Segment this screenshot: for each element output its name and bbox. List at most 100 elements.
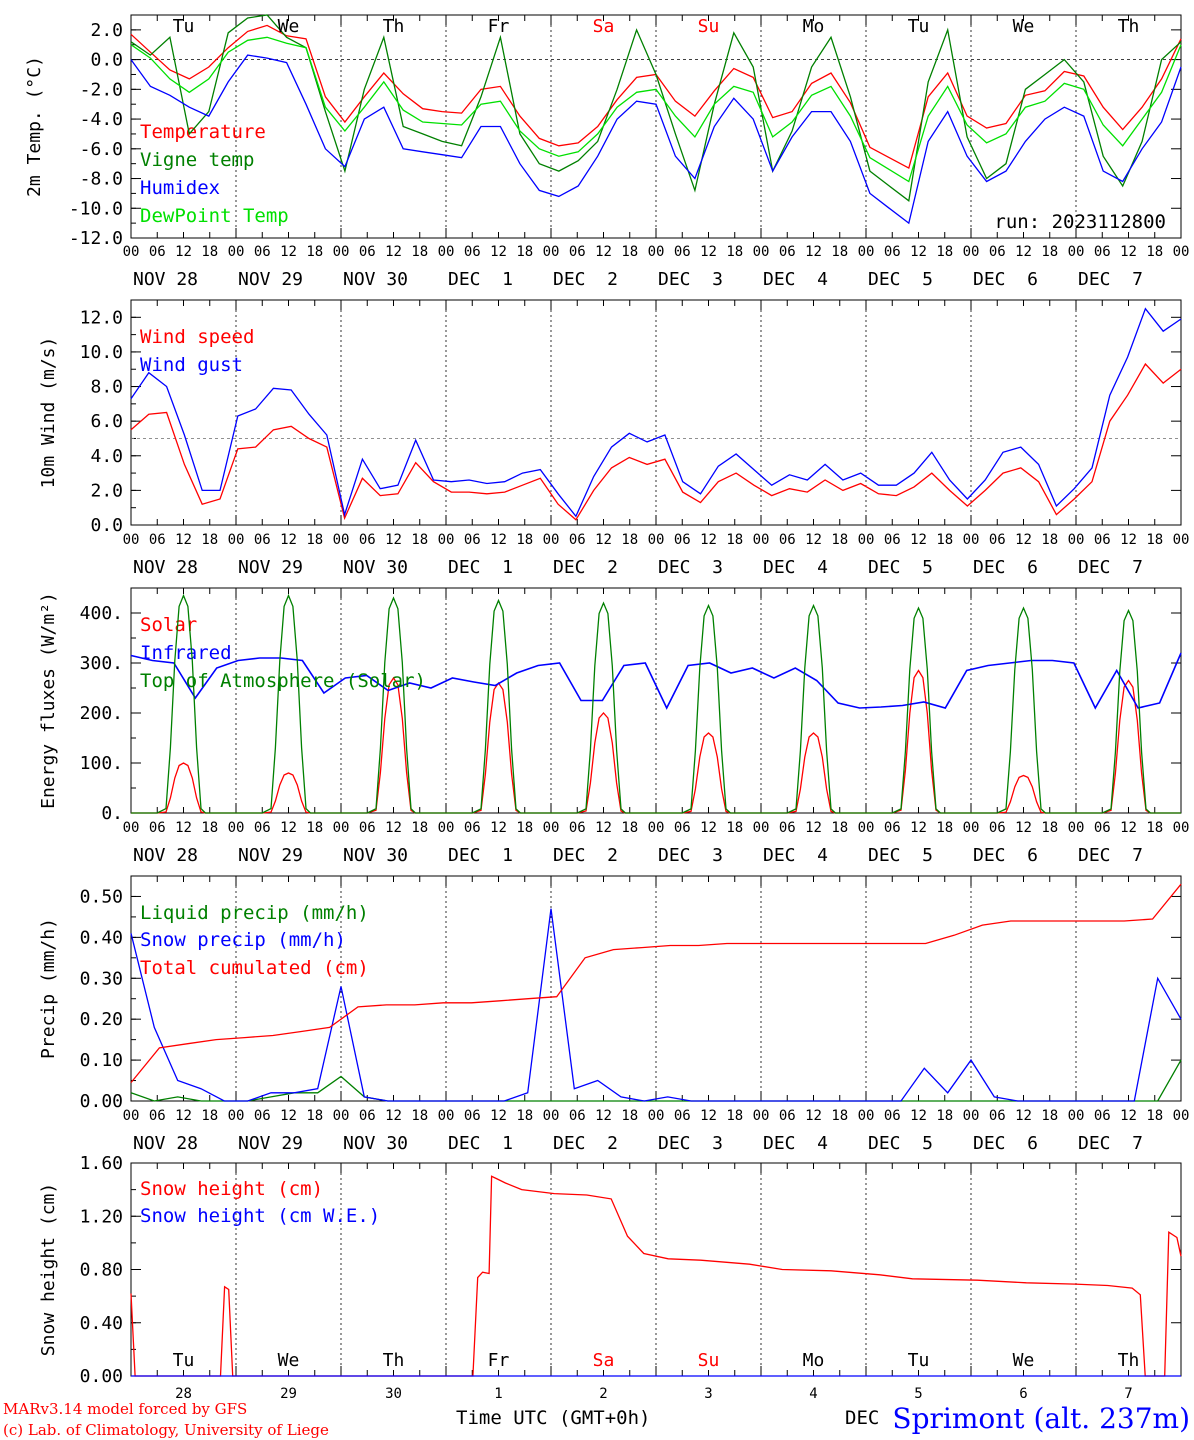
- hour-tick-label: 06: [989, 1108, 1006, 1124]
- hour-tick-label: 18: [411, 532, 428, 548]
- energy-flux-panel: 400. 300. 200. 100. 0. Energy fluxes (W/m²) So…: [38, 587, 1189, 866]
- hour-tick-label: 18: [411, 244, 428, 260]
- hour-tick-label: 00: [963, 820, 980, 836]
- date-label: DEC 1: [448, 557, 513, 578]
- weekday-label: Th: [1118, 1350, 1140, 1371]
- day-number-label: 30: [385, 1386, 402, 1402]
- date-label: DEC 6: [973, 557, 1038, 578]
- day-number-label: 2: [599, 1386, 607, 1402]
- date-label: NOV 28: [133, 557, 198, 578]
- hour-tick-label: 06: [1094, 1108, 1111, 1124]
- hour-tick-label: 00: [228, 1108, 245, 1124]
- hour-tick-label: 18: [1146, 820, 1163, 836]
- date-label: DEC 2: [553, 557, 618, 578]
- hour-tick-label: 00: [1173, 244, 1190, 260]
- day-number-label: 5: [914, 1386, 922, 1402]
- legend-entry: Humidex: [140, 177, 220, 199]
- date-label: DEC 7: [1078, 269, 1143, 290]
- hour-tick-label: 06: [1094, 820, 1111, 836]
- y-tick-label: 2.0: [90, 480, 123, 501]
- hour-tick-label: 18: [516, 244, 533, 260]
- hour-tick-label: 12: [595, 532, 612, 548]
- legend-entry: Wind speed: [140, 326, 254, 348]
- series-line-wind-gust: [130, 307, 1182, 518]
- hour-tick-label: 00: [648, 820, 665, 836]
- hour-tick-label: 06: [569, 244, 586, 260]
- hour-tick-label: 18: [1041, 244, 1058, 260]
- hour-tick-label: 18: [306, 1108, 323, 1124]
- hour-tick-label: 12: [1015, 244, 1032, 260]
- hour-tick-label: 18: [1146, 532, 1163, 548]
- date-label: DEC 5: [868, 269, 933, 290]
- hour-tick-label: 18: [831, 820, 848, 836]
- hour-tick-label: 06: [569, 820, 586, 836]
- y-axis-label: 10m Wind (m/s): [38, 337, 59, 489]
- hour-tick-label: 12: [910, 244, 927, 260]
- hour-tick-label: 12: [805, 1108, 822, 1124]
- hour-tick-label: 06: [779, 1108, 796, 1124]
- hour-tick-label: 12: [1120, 244, 1137, 260]
- hour-tick-label: 06: [1094, 532, 1111, 548]
- hour-tick-label: 00: [228, 532, 245, 548]
- weekday-label: Sa: [593, 16, 615, 37]
- legend-entry: Snow height (cm): [140, 1178, 323, 1200]
- hour-tick-label: 12: [490, 820, 507, 836]
- hour-tick-label: 18: [831, 1108, 848, 1124]
- series-line-top-of-atmosphere-solar: [131, 593, 1181, 814]
- day-number-label: 3: [704, 1386, 712, 1402]
- date-label: DEC 4: [763, 845, 828, 866]
- y-tick-label: 300.: [80, 653, 123, 674]
- date-label: DEC 2: [553, 1133, 618, 1154]
- hour-tick-label: 12: [1120, 532, 1137, 548]
- hour-tick-label: 12: [385, 244, 402, 260]
- hour-tick-label: 18: [516, 820, 533, 836]
- hour-tick-label: 12: [385, 532, 402, 548]
- hour-tick-label: 00: [858, 1108, 875, 1124]
- date-label: NOV 28: [133, 269, 198, 290]
- hour-tick-label: 00: [648, 532, 665, 548]
- hour-tick-label: 12: [175, 244, 192, 260]
- hour-tick-label: 00: [123, 244, 140, 260]
- hour-tick-label: 00: [543, 532, 560, 548]
- hour-tick-label: 00: [333, 532, 350, 548]
- credit-line-1: MARv3.14 model forced by GFS: [3, 1400, 247, 1418]
- wind-panel: 12.0 10.0 8.0 6.0 4.0 2.0 0.0 10m Wind (m/s) Win…: [38, 299, 1189, 578]
- hour-tick-label: 12: [595, 244, 612, 260]
- date-label: NOV 28: [133, 845, 198, 866]
- hour-tick-label: 18: [201, 1108, 218, 1124]
- y-tick-label: 2.0: [90, 20, 123, 41]
- date-label: DEC 5: [868, 845, 933, 866]
- date-label: DEC 4: [763, 269, 828, 290]
- hour-tick-label: 00: [438, 1108, 455, 1124]
- hour-tick-label: 06: [674, 244, 691, 260]
- y-tick-label: -8.0: [80, 169, 123, 190]
- y-tick-label: 200.: [80, 703, 123, 724]
- legend-entry: DewPoint Temp: [140, 205, 289, 227]
- weekday-label: Fr: [488, 16, 510, 37]
- hour-tick-label: 00: [648, 1108, 665, 1124]
- hour-tick-label: 12: [700, 820, 717, 836]
- y-tick-label: 100.: [80, 753, 123, 774]
- y-tick-label: 0.40: [80, 927, 123, 948]
- hour-tick-label: 06: [464, 1108, 481, 1124]
- hour-tick-label: 18: [1041, 820, 1058, 836]
- series-line-snow-precip-mm-h: [130, 908, 1182, 1102]
- weekday-label: Th: [383, 1350, 405, 1371]
- legend-entry: Vigne temp: [140, 149, 254, 171]
- hour-tick-label: 12: [280, 820, 297, 836]
- hour-tick-label: 12: [280, 244, 297, 260]
- hour-tick-label: 12: [385, 820, 402, 836]
- hour-tick-label: 06: [359, 820, 376, 836]
- y-axis-label: 2m Temp. (°C): [24, 56, 45, 197]
- credit-line-2: (c) Lab. of Climatology, University of L…: [3, 1421, 329, 1439]
- date-label: DEC 3: [658, 557, 723, 578]
- legend-entry: Total cumulated (cm): [140, 957, 369, 979]
- day-number-label: 1: [494, 1386, 502, 1402]
- station-label: Sprimont (alt. 237m): [892, 1402, 1190, 1435]
- hour-tick-label: 18: [411, 820, 428, 836]
- hour-tick-label: 12: [175, 1108, 192, 1124]
- hour-tick-label: 00: [858, 532, 875, 548]
- date-label: DEC 3: [658, 269, 723, 290]
- hour-tick-label: 12: [595, 820, 612, 836]
- hour-tick-label: 18: [831, 532, 848, 548]
